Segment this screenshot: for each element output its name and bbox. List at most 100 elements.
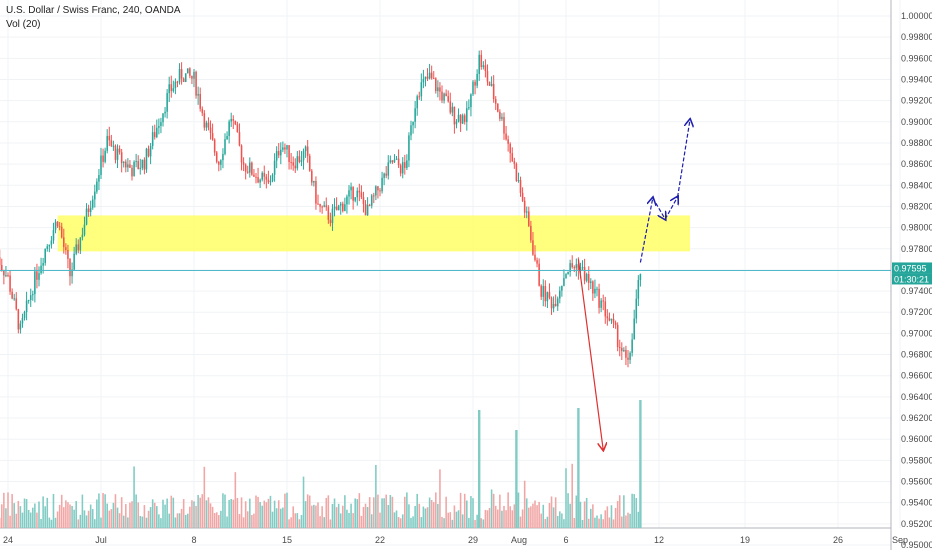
volume-bar (470, 496, 472, 528)
candle-body (292, 162, 294, 166)
volume-bar (63, 507, 65, 528)
candle-body (370, 195, 373, 206)
volume-bar (637, 511, 640, 528)
volume-bar (616, 501, 619, 528)
volume-bar (207, 497, 210, 528)
volume-bar (164, 504, 166, 528)
price-tick-label: 0.98200 (901, 201, 932, 211)
candle-body (197, 93, 199, 96)
volume-bar (3, 492, 5, 528)
candle-body (331, 208, 334, 224)
candle-body (108, 135, 111, 141)
candle-body (577, 264, 580, 272)
countdown-tag (892, 273, 932, 285)
volume-bar (46, 497, 49, 528)
volume-bar (492, 493, 495, 528)
price-tick-label: 0.97000 (901, 328, 932, 338)
candle-body (9, 275, 11, 292)
volume-bar (75, 501, 77, 528)
candle-body (77, 244, 80, 251)
candle-body (536, 260, 538, 264)
volume-bar (215, 512, 218, 528)
candle-body (11, 291, 13, 299)
volume-bar (393, 512, 396, 528)
volume-bar (143, 505, 146, 528)
volume-bar (344, 495, 346, 528)
volume-bar (94, 519, 96, 528)
candle-body (164, 111, 166, 114)
volume-bar (118, 513, 121, 528)
candle-body (476, 73, 478, 86)
volume-bar (282, 507, 284, 528)
candle-body (368, 204, 371, 206)
candle-body (60, 226, 63, 238)
volume-bar (629, 513, 631, 528)
volume-bar (135, 494, 137, 528)
candle-body (507, 139, 509, 144)
candle-body (356, 190, 359, 198)
candle-body (116, 148, 119, 160)
volume-bar (7, 492, 9, 528)
volume-bar (149, 507, 152, 528)
volume-spike (639, 400, 642, 528)
volume-bar (211, 506, 214, 528)
volume-bar (236, 497, 239, 528)
volume-bar (585, 497, 588, 528)
volume-bar (220, 510, 222, 528)
volume-bar (156, 506, 158, 528)
price-tick-label: 0.96200 (901, 413, 932, 423)
candle-body (298, 156, 301, 162)
candle-body (257, 177, 259, 183)
candle-body (399, 165, 402, 174)
volume-bar (137, 502, 139, 528)
candle-body (34, 271, 36, 295)
candle-body (110, 140, 113, 146)
candle-body (182, 78, 185, 82)
candle-body (96, 181, 98, 192)
volume-bar (404, 496, 406, 528)
candle-body (220, 160, 222, 165)
candle-body (474, 81, 476, 86)
volume-bar (81, 494, 84, 528)
price-tick-label: 0.95600 (901, 477, 932, 487)
volume-bar (494, 505, 497, 528)
candle-body (304, 146, 307, 152)
volume-bar (449, 512, 452, 528)
candle-body (523, 200, 526, 213)
candle-body (329, 219, 332, 224)
candle-body (639, 274, 642, 280)
candle-body (27, 300, 30, 302)
volume-bar (34, 503, 36, 528)
volume-bar (19, 506, 22, 528)
candle-body (583, 267, 586, 281)
volume-bar (317, 502, 319, 528)
candle-body (32, 294, 34, 296)
volume-bar (230, 498, 232, 528)
volume-bar (151, 499, 154, 528)
volume-bar (199, 497, 201, 528)
volume-bar (406, 492, 408, 528)
price-tick-label: 0.99400 (901, 74, 932, 84)
candle-body (48, 244, 51, 247)
candle-body (87, 208, 90, 212)
candle-body (191, 75, 193, 79)
candle-body (112, 145, 115, 147)
candle-body (548, 292, 551, 298)
candle-body (573, 267, 576, 269)
candle-body (174, 81, 177, 89)
volume-bar (420, 517, 423, 528)
candle-body (358, 190, 361, 193)
volume-bar (319, 516, 321, 528)
projection-down-arrow (577, 259, 603, 449)
volume-bar (331, 503, 334, 528)
candle-body (255, 176, 257, 178)
volume-bar (366, 506, 369, 528)
candle-body (125, 161, 127, 168)
volume-bar (627, 512, 629, 528)
candle-body (455, 121, 458, 125)
candle-body (635, 298, 638, 319)
candle-body (600, 300, 602, 308)
volume-bar (635, 498, 638, 528)
volume-bar (158, 514, 160, 528)
